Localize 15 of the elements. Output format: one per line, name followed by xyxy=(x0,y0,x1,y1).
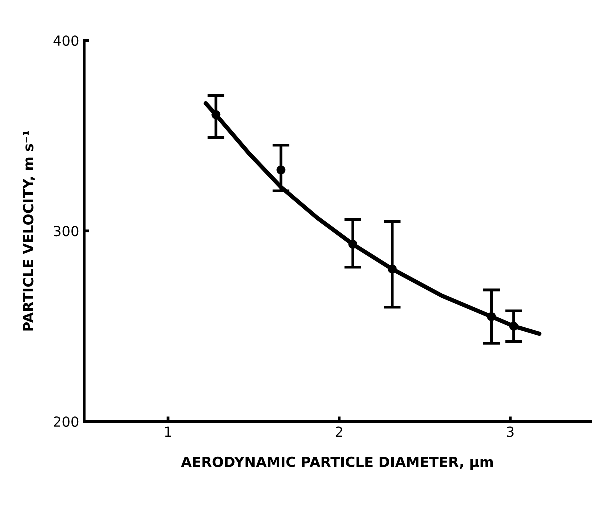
point xyxy=(212,110,221,120)
x-tick-label: 3 xyxy=(507,426,514,438)
y-tick-label: 200 xyxy=(54,416,79,428)
point xyxy=(487,312,496,322)
line-series xyxy=(204,101,542,336)
y-tick-label: 400 xyxy=(54,36,79,46)
x-axis-title: AERODYNAMIC PARTICLE DIAMETER, µm xyxy=(181,456,494,470)
point xyxy=(348,240,358,249)
y-axis-title: PARTICLE VELOCITY, m s⁻¹ xyxy=(23,131,36,331)
x-tick-label: 1 xyxy=(165,426,172,438)
point xyxy=(276,166,286,175)
point xyxy=(509,322,518,331)
point xyxy=(388,264,397,274)
y-tick-label: 300 xyxy=(54,226,79,237)
x-tick-label: 2 xyxy=(336,426,342,438)
